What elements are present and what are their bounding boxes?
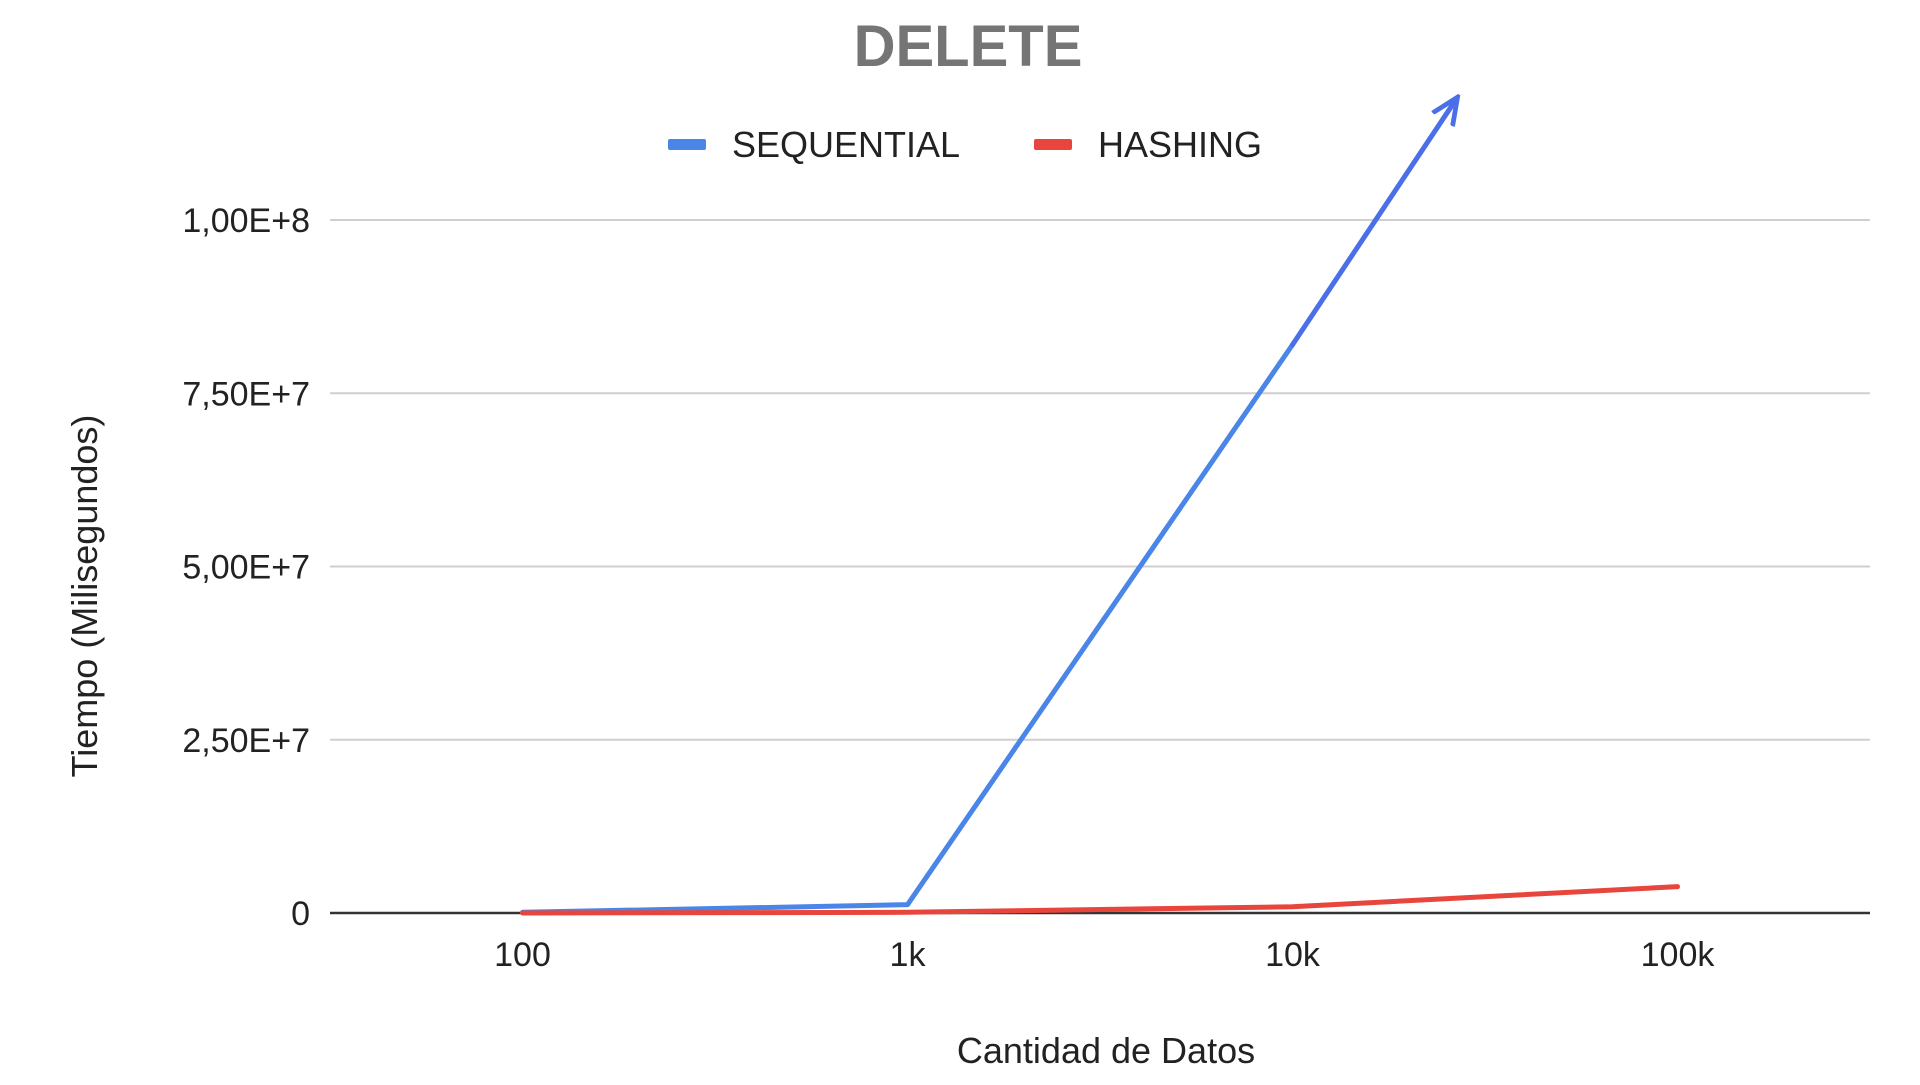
annotation-arrow <box>1293 102 1455 345</box>
x-tick-label: 10k <box>1265 936 1321 974</box>
legend: SEQUENTIAL HASHING <box>668 124 1262 165</box>
legend-swatch-sequential <box>668 139 706 150</box>
y-tick-label: 0 <box>291 895 310 933</box>
y-tick-label: 7,50E+7 <box>182 375 310 413</box>
x-axis-title: Cantidad de Datos <box>957 1030 1255 1071</box>
y-axis-title: Tiempo (Milisegundos) <box>64 415 105 778</box>
chart-title: DELETE <box>854 14 1083 79</box>
series-layer <box>522 345 1677 913</box>
y-axis-ticks: 0 2,50E+7 5,00E+7 7,50E+7 1,00E+8 <box>182 202 310 933</box>
x-axis-ticks: 100 1k 10k 100k <box>494 936 1715 974</box>
x-tick-label: 100k <box>1641 936 1716 974</box>
legend-swatch-hashing <box>1034 139 1072 150</box>
grid-lines <box>330 220 1870 913</box>
x-tick-label: 100 <box>494 936 551 974</box>
series-line-sequential <box>523 345 1293 913</box>
y-tick-label: 5,00E+7 <box>182 549 310 587</box>
annotation-layer <box>1293 102 1455 345</box>
legend-label: SEQUENTIAL <box>732 124 960 165</box>
x-tick-label: 1k <box>890 936 927 974</box>
y-tick-label: 1,00E+8 <box>182 202 310 240</box>
legend-label: HASHING <box>1098 124 1262 165</box>
y-tick-label: 2,50E+7 <box>182 722 310 760</box>
